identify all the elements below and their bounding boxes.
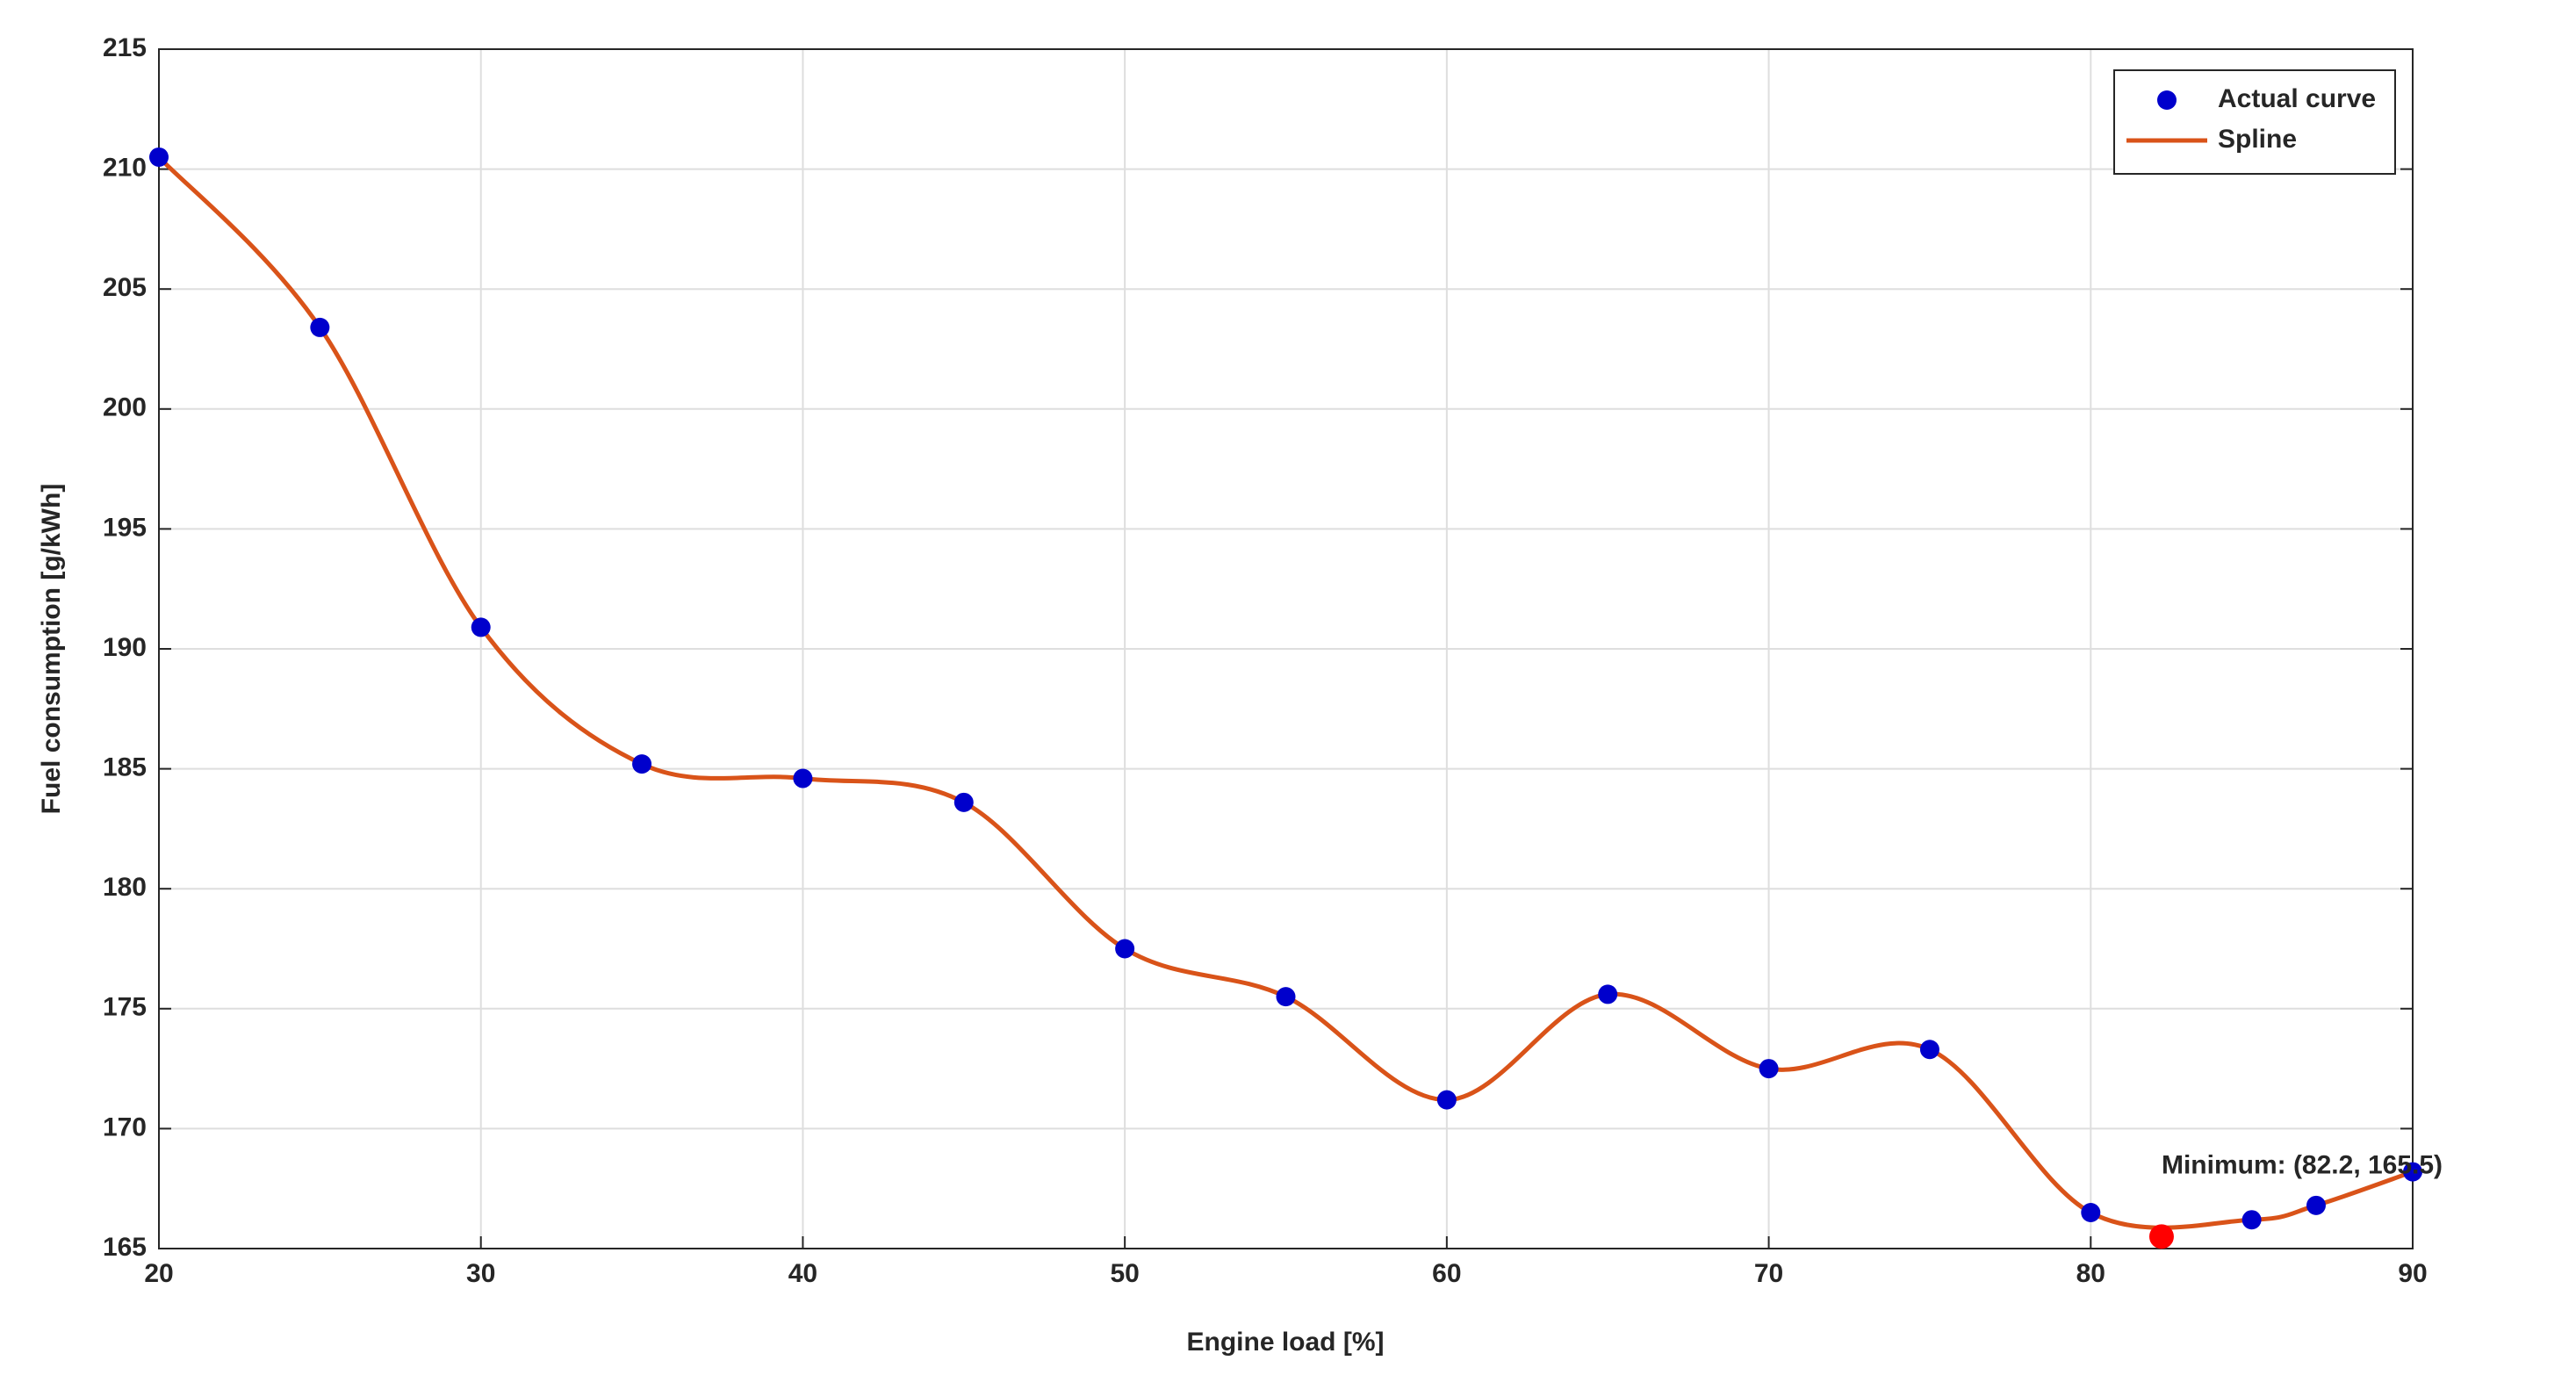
y-tick-label: 185 — [103, 753, 147, 782]
y-tick-label: 195 — [103, 513, 147, 542]
y-axis-label: Fuel consumption [g/kWh] — [37, 484, 66, 815]
data-point — [1115, 939, 1135, 959]
x-tick-label: 80 — [2076, 1259, 2105, 1288]
data-point — [793, 768, 813, 788]
x-axis-label: Engine load [%] — [1187, 1328, 1385, 1357]
y-tick-label: 170 — [103, 1112, 147, 1141]
data-point — [149, 147, 169, 167]
legend-label: Actual curve — [2218, 84, 2376, 113]
y-tick-label: 205 — [103, 273, 147, 302]
data-point — [1598, 984, 1618, 1004]
y-tick-label: 200 — [103, 393, 147, 422]
x-tick-label: 70 — [1754, 1259, 1783, 1288]
legend-box — [2113, 69, 2396, 175]
data-point — [2241, 1210, 2262, 1230]
y-tick-label: 215 — [103, 33, 147, 62]
data-point — [310, 317, 330, 337]
legend-marker — [2157, 90, 2177, 110]
y-tick-label: 210 — [103, 154, 147, 183]
data-point — [2403, 1162, 2422, 1182]
data-point — [1276, 987, 1296, 1007]
data-point — [953, 792, 974, 812]
x-tick-label: 90 — [2398, 1259, 2427, 1288]
data-point — [2306, 1195, 2326, 1215]
data-point — [632, 754, 652, 774]
y-tick-label: 180 — [103, 873, 147, 902]
annotation-label: Minimum: (82.2, 165.5) — [2162, 1150, 2443, 1179]
x-tick-label: 20 — [144, 1259, 173, 1288]
legend-label: Spline — [2218, 125, 2297, 154]
x-tick-label: 30 — [466, 1259, 495, 1288]
y-tick-label: 190 — [103, 633, 147, 662]
x-tick-label: 50 — [1110, 1259, 1139, 1288]
data-point — [2081, 1203, 2101, 1223]
data-point — [1436, 1090, 1457, 1110]
y-tick-label: 175 — [103, 993, 147, 1022]
data-point — [1759, 1059, 1779, 1079]
data-point — [471, 617, 491, 637]
y-tick-label: 165 — [103, 1233, 147, 1262]
minimum-point — [2148, 1224, 2174, 1249]
x-tick-label: 40 — [788, 1259, 817, 1288]
x-tick-label: 60 — [1432, 1259, 1461, 1288]
legend: Actual curve Spline — [2113, 69, 2396, 175]
data-point — [1919, 1040, 1939, 1060]
